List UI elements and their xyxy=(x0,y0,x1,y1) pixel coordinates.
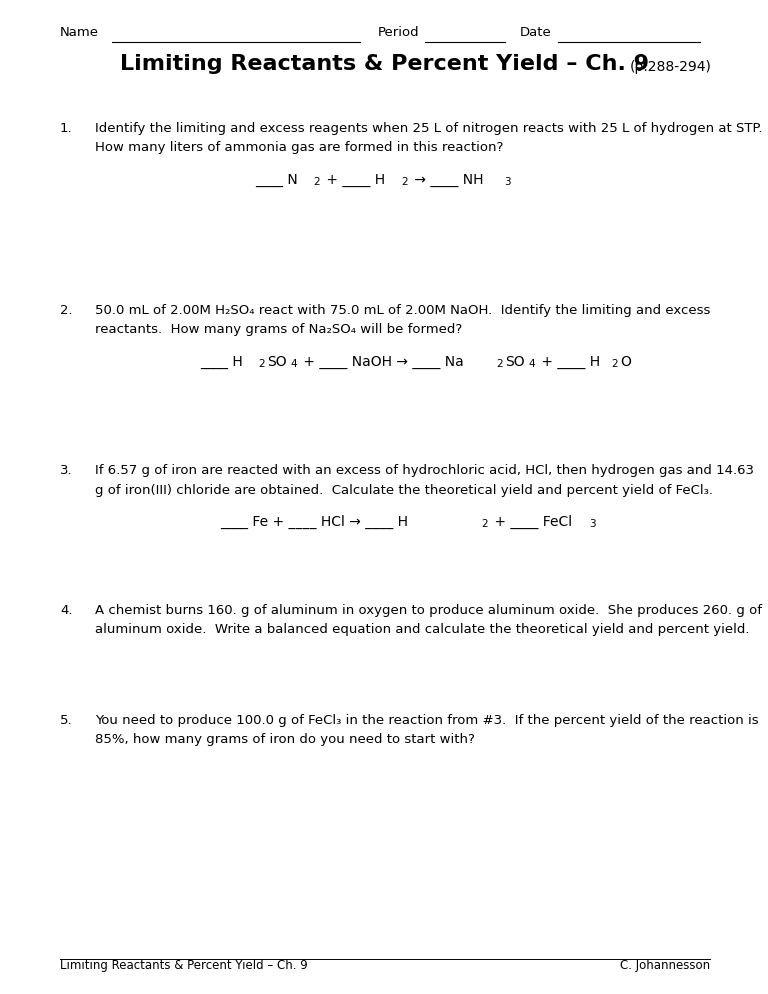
Text: SO: SO xyxy=(267,355,287,369)
Text: + ____ FeCl: + ____ FeCl xyxy=(490,515,572,529)
Text: 3.: 3. xyxy=(60,464,73,477)
Text: Identify the limiting and excess reagents when 25 L of nitrogen reacts with 25 L: Identify the limiting and excess reagent… xyxy=(95,122,763,135)
Text: C. Johannesson: C. Johannesson xyxy=(620,959,710,972)
Text: Name: Name xyxy=(60,26,99,39)
Text: reactants.  How many grams of Na₂SO₄ will be formed?: reactants. How many grams of Na₂SO₄ will… xyxy=(95,323,462,337)
Text: 3: 3 xyxy=(589,520,596,530)
Text: + ____ H: + ____ H xyxy=(537,355,600,369)
Text: 50.0 mL of 2.00Μ H₂SO₄ react with 75.0 mL of 2.00Μ NaOH.  Identify the limiting : 50.0 mL of 2.00Μ H₂SO₄ react with 75.0 m… xyxy=(95,304,710,317)
Text: (p.288-294): (p.288-294) xyxy=(630,60,712,74)
Text: 2: 2 xyxy=(402,177,408,188)
Text: ____ N: ____ N xyxy=(255,173,298,187)
Text: aluminum oxide.  Write a balanced equation and calculate the theoretical yield a: aluminum oxide. Write a balanced equatio… xyxy=(95,623,750,636)
Text: g of iron(III) chloride are obtained.  Calculate the theoretical yield and perce: g of iron(III) chloride are obtained. Ca… xyxy=(95,483,713,496)
Text: 85%, how many grams of iron do you need to start with?: 85%, how many grams of iron do you need … xyxy=(95,734,475,746)
Text: 2: 2 xyxy=(313,177,320,188)
Text: Period: Period xyxy=(378,26,419,39)
Text: 1.: 1. xyxy=(60,122,73,135)
Text: How many liters of ammonia gas are formed in this reaction?: How many liters of ammonia gas are forme… xyxy=(95,141,503,154)
Text: → ____ NH: → ____ NH xyxy=(411,173,484,187)
Text: 2: 2 xyxy=(259,360,265,370)
Text: 4: 4 xyxy=(528,360,535,370)
Text: 2: 2 xyxy=(496,360,503,370)
Text: Date: Date xyxy=(520,26,551,39)
Text: 2: 2 xyxy=(481,520,488,530)
Text: A chemist burns 160. g of aluminum in oxygen to produce aluminum oxide.  She pro: A chemist burns 160. g of aluminum in ox… xyxy=(95,604,762,617)
Text: Limiting Reactants & Percent Yield – Ch. 9: Limiting Reactants & Percent Yield – Ch.… xyxy=(120,54,648,74)
Text: 2: 2 xyxy=(611,360,617,370)
Text: 3: 3 xyxy=(504,177,511,188)
Text: If 6.57 g of iron are reacted with an excess of hydrochloric acid, HCl, then hyd: If 6.57 g of iron are reacted with an ex… xyxy=(95,464,754,477)
Text: + ____ H: + ____ H xyxy=(323,173,386,187)
Text: 4: 4 xyxy=(290,360,296,370)
Text: ____ H: ____ H xyxy=(200,355,243,369)
Text: 5.: 5. xyxy=(60,714,73,727)
Text: ____ Fe + ____ HCl → ____ H: ____ Fe + ____ HCl → ____ H xyxy=(220,515,408,529)
Text: + ____ NaOH → ____ Na: + ____ NaOH → ____ Na xyxy=(299,355,464,369)
Text: 2.: 2. xyxy=(60,304,73,317)
Text: You need to produce 100.0 g of FeCl₃ in the reaction from #3.  If the percent yi: You need to produce 100.0 g of FeCl₃ in … xyxy=(95,714,759,727)
Text: SO: SO xyxy=(505,355,525,369)
Text: O: O xyxy=(620,355,631,369)
Text: Limiting Reactants & Percent Yield – Ch. 9: Limiting Reactants & Percent Yield – Ch.… xyxy=(60,959,308,972)
Text: 4.: 4. xyxy=(60,604,72,617)
